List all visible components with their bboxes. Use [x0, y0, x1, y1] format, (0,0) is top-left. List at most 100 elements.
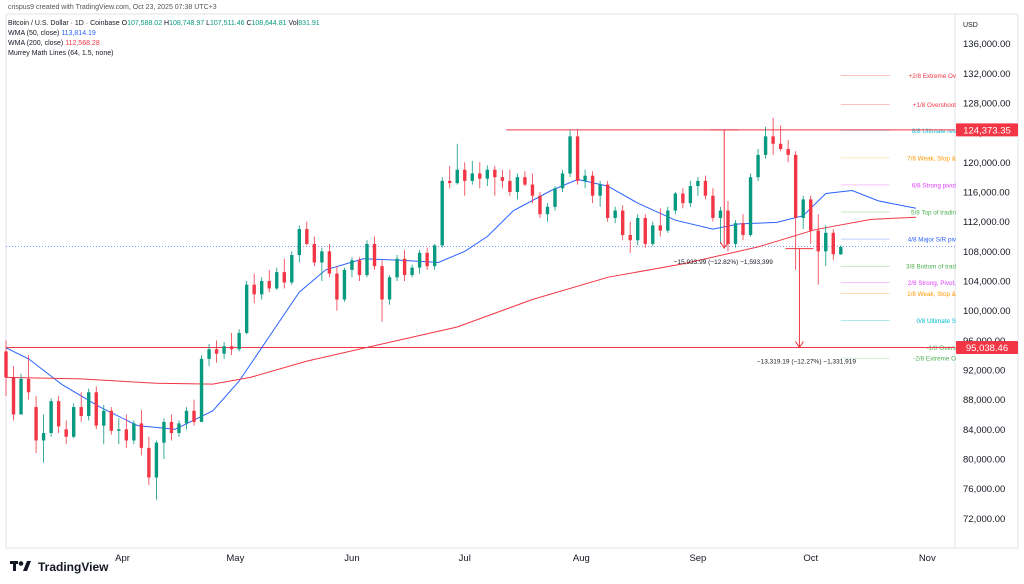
price-badge [956, 340, 1018, 354]
murrey-label: 4/8 Major S/R piv [908, 237, 957, 244]
candle-body [711, 195, 715, 218]
candle-body [748, 177, 753, 236]
candle-body [643, 217, 647, 244]
candle-body [470, 173, 474, 181]
candle-body [432, 245, 437, 267]
y-tick-label: 128,000.00 [963, 99, 1011, 110]
candle-body [124, 429, 129, 441]
candle-body [275, 272, 279, 289]
murrey-label: +1/8 Overshoot [913, 102, 956, 109]
x-tick-label: Jul [459, 553, 471, 564]
candle-body [493, 169, 497, 178]
tradingview-logo-text: TradingView [38, 560, 109, 574]
ohlc-key: C [244, 20, 252, 27]
candle-body [139, 423, 144, 448]
candle-body [688, 186, 693, 204]
ohlc-value: 108,748.97 [169, 20, 205, 27]
murrey-label: 0/8 Ultimate S [916, 318, 956, 325]
ohlc-value: 107,588.02 [127, 20, 163, 27]
candle-body [831, 232, 835, 255]
tradingview-logo-icon [10, 561, 31, 571]
candle-body [523, 177, 527, 185]
x-tick-label: Oct [803, 553, 818, 564]
candle-body [666, 210, 670, 231]
x-tick-label: May [226, 553, 244, 564]
candle-body [71, 407, 76, 437]
indicator-murrey-math[interactable]: Murrey Math Lines (64, 1.5, none) [8, 50, 113, 57]
murrey-label: 7/8 Weak, Stop & [907, 155, 957, 162]
candle-body [463, 169, 467, 181]
ohlc-key: H [162, 20, 170, 27]
candle-body [267, 281, 271, 289]
candle-body [636, 217, 640, 241]
murrey-label: +2/8 Extreme Ov [909, 73, 957, 80]
candle-body [485, 169, 490, 179]
y-tick-label: 116,000.00 [963, 188, 1010, 199]
symbol-title[interactable]: Bitcoin / U.S. Dollar · 1D · Coinbase [8, 20, 120, 27]
x-tick-label: Aug [573, 553, 590, 564]
candle-body [290, 255, 294, 283]
tradingview-logo[interactable]: TradingView [10, 560, 108, 574]
candle-body [380, 266, 384, 300]
candle-body [260, 281, 264, 295]
candle-body [34, 407, 38, 441]
candle-body [628, 235, 632, 241]
candle-body [696, 180, 700, 187]
candle-body [102, 410, 106, 426]
candle-body [658, 225, 662, 231]
measure-label: −15,933.99 (−12.82%) −1,593,399 [674, 259, 774, 266]
y-tick-label: 80,000.00 [963, 455, 1005, 466]
ohlc-key: Vol [286, 20, 299, 27]
candle-body [448, 180, 452, 184]
candle-body [763, 136, 768, 155]
indicator-wma200[interactable]: WMA (200, close) 112,568.28 [8, 40, 100, 47]
candle-body [56, 401, 61, 427]
price-badge [956, 123, 1018, 137]
indicator-wma50[interactable]: WMA (50, close) 113,814.19 [8, 30, 96, 37]
x-tick-label: Apr [115, 553, 130, 564]
y-tick-label: 72,000.00 [963, 514, 1005, 525]
candle-body [839, 246, 843, 255]
candle-body [733, 223, 738, 244]
candle-body [455, 169, 459, 184]
x-tick-label: Sep [689, 553, 706, 564]
candle-body [793, 154, 798, 218]
candle-body [741, 223, 745, 236]
candle-body [673, 193, 678, 211]
murrey-label: -1/8 Overs [927, 345, 956, 352]
candle-body [553, 188, 557, 207]
candle-body [117, 429, 121, 431]
murrey-label: 6/8 Strong pivot [912, 182, 956, 189]
candle-body [19, 378, 23, 415]
candle-body [515, 177, 520, 192]
measure-label: −13,319.19 (−12.27%) −1,331,919 [757, 358, 857, 365]
candle-body [327, 251, 332, 274]
candle-body [756, 154, 760, 178]
ohlc-key: O [121, 20, 128, 27]
indicator-value: 113,814.19 [61, 30, 96, 37]
candle-body [41, 433, 46, 441]
candle-body [809, 199, 813, 231]
y-tick-label: 136,000.00 [963, 39, 1011, 50]
candle-body [598, 184, 602, 196]
candle-body [147, 447, 151, 478]
candle-body [49, 401, 53, 434]
indicator-value: 112,568.28 [65, 40, 100, 47]
currency-label: USD [963, 22, 978, 29]
candle-body [222, 346, 226, 354]
candle-body [545, 206, 550, 215]
candle-body [207, 349, 211, 359]
candle-body [94, 392, 98, 426]
candle-body [4, 351, 8, 378]
candle-body [192, 410, 196, 422]
candle-body [478, 173, 482, 179]
candle-body [252, 284, 256, 295]
candle-body [786, 148, 790, 155]
credit-line: crispus9 created with TradingView.com, O… [8, 4, 217, 11]
candle-body [387, 277, 392, 300]
indicator-name: Murrey Math Lines (64, 1.5, none) [8, 50, 114, 57]
candle-body [726, 210, 730, 244]
candle-body [605, 184, 610, 218]
candle-body [395, 258, 399, 278]
